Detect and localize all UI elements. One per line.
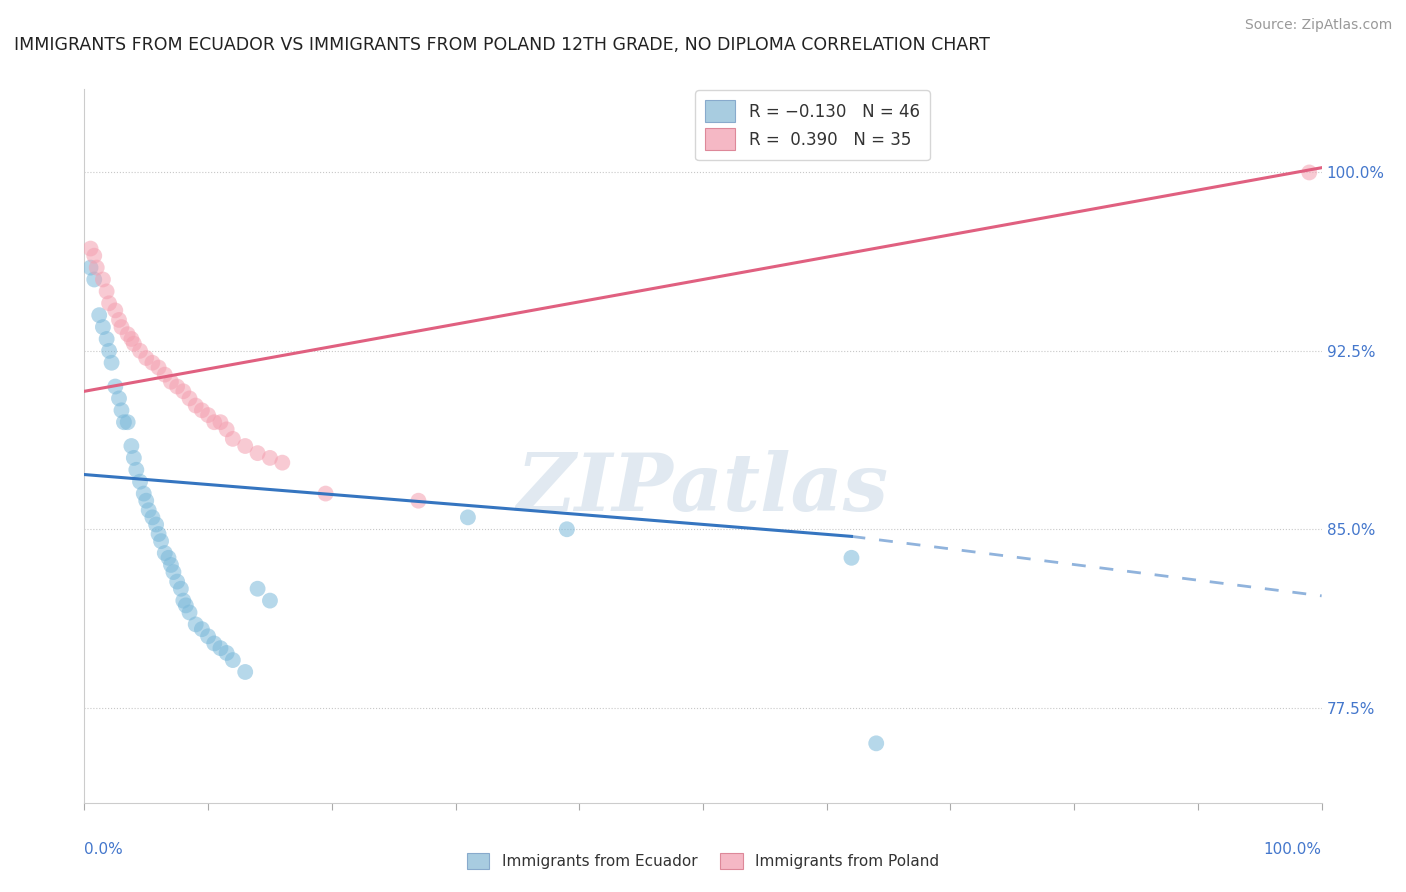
Point [222, 432, 245, 446]
Point [96, 285, 118, 299]
Point [112, 415, 135, 429]
Point [79, 260, 101, 275]
Point [215, 646, 238, 660]
Point [271, 456, 294, 470]
Point [91, 320, 114, 334]
Point [172, 593, 194, 607]
Point [202, 415, 225, 429]
Point [145, 517, 167, 532]
Point [160, 558, 183, 572]
Point [457, 510, 479, 524]
Point [135, 351, 157, 365]
Point [122, 450, 145, 465]
Point [141, 356, 163, 370]
Point [117, 415, 139, 429]
Point [148, 527, 170, 541]
Point [315, 486, 337, 500]
Point [172, 384, 194, 399]
Point [117, 327, 139, 342]
Point [179, 606, 201, 620]
Point [184, 399, 207, 413]
Point [246, 582, 269, 596]
Text: IMMIGRANTS FROM ECUADOR VS IMMIGRANTS FROM POLAND 12TH GRADE, NO DIPLOMA CORRELA: IMMIGRANTS FROM ECUADOR VS IMMIGRANTS FR… [14, 36, 990, 54]
Point [150, 534, 173, 549]
Point [555, 522, 578, 536]
Text: ZIPatlas: ZIPatlas [517, 450, 889, 527]
Point [191, 403, 214, 417]
Point [141, 510, 163, 524]
Point [96, 332, 118, 346]
Point [132, 486, 155, 500]
Point [166, 574, 188, 589]
Point [865, 736, 887, 750]
Point [233, 439, 256, 453]
Point [259, 593, 281, 607]
Point [108, 392, 131, 406]
Legend: Immigrants from Ecuador, Immigrants from Poland: Immigrants from Ecuador, Immigrants from… [460, 847, 946, 875]
Point [98, 343, 121, 358]
Point [191, 622, 214, 636]
Point [408, 493, 430, 508]
Point [1298, 165, 1320, 179]
Point [259, 450, 281, 465]
Point [120, 439, 142, 453]
Point [125, 463, 148, 477]
Point [202, 636, 225, 650]
Point [122, 336, 145, 351]
Point [98, 296, 121, 310]
Point [246, 446, 269, 460]
Point [104, 303, 127, 318]
Point [86, 260, 108, 275]
Point [89, 308, 111, 322]
Point [108, 313, 131, 327]
Point [104, 379, 127, 393]
Point [160, 375, 183, 389]
Point [184, 617, 207, 632]
Point [129, 343, 152, 358]
Point [162, 565, 184, 579]
Point [83, 249, 105, 263]
Point [197, 408, 219, 422]
Point [138, 503, 160, 517]
Point [91, 272, 114, 286]
Point [148, 360, 170, 375]
Point [83, 272, 105, 286]
Point [129, 475, 152, 489]
Point [110, 403, 132, 417]
Point [222, 653, 245, 667]
Point [120, 332, 142, 346]
Point [197, 629, 219, 643]
Point [841, 550, 863, 565]
Point [174, 599, 197, 613]
Point [79, 242, 101, 256]
Point [209, 641, 232, 656]
Point [170, 582, 193, 596]
Point [166, 379, 188, 393]
Point [179, 392, 201, 406]
Text: Source: ZipAtlas.com: Source: ZipAtlas.com [1244, 18, 1392, 32]
Point [153, 546, 176, 560]
Point [153, 368, 176, 382]
Point [233, 665, 256, 679]
Point [135, 493, 157, 508]
Text: 0.0%: 0.0% [84, 842, 124, 857]
Point [215, 422, 238, 436]
Point [209, 415, 232, 429]
Point [110, 320, 132, 334]
Legend: R = −0.130   N = 46, R =  0.390   N = 35: R = −0.130 N = 46, R = 0.390 N = 35 [696, 90, 929, 160]
Text: 100.0%: 100.0% [1264, 842, 1322, 857]
Point [100, 356, 122, 370]
Point [157, 550, 180, 565]
